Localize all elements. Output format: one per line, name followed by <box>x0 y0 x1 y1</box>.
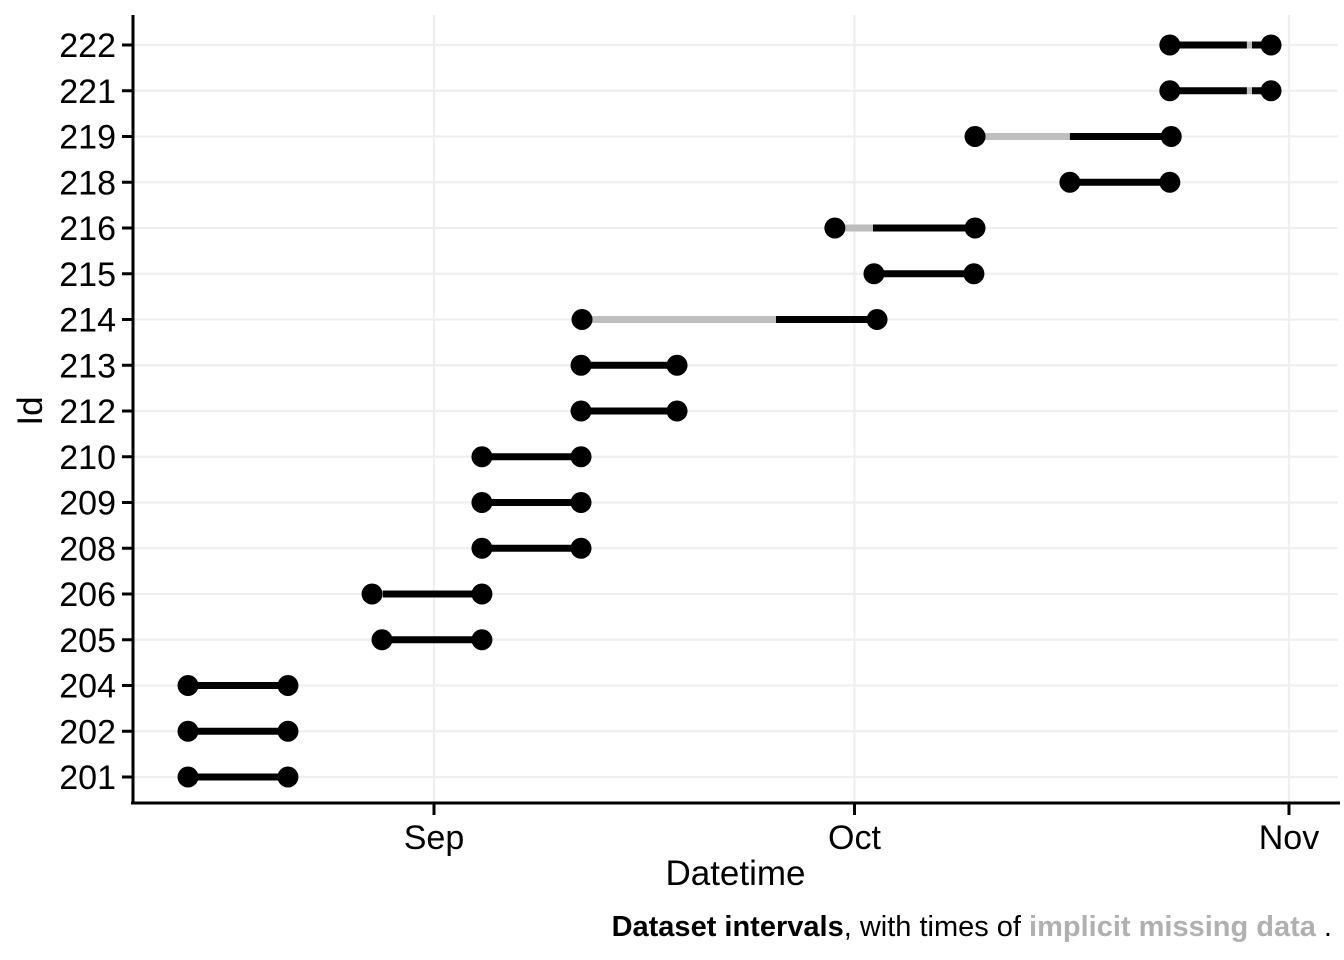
interval-endpoint-dot <box>666 400 688 422</box>
interval-endpoint-dot <box>1160 126 1182 147</box>
y-tick-label: 202 <box>59 713 116 751</box>
interval-endpoint-dot <box>371 629 393 651</box>
caption-missing-label: implicit missing data <box>1029 911 1316 943</box>
y-tick-label: 221 <box>59 73 116 111</box>
interval-endpoint-dot <box>570 492 592 513</box>
interval-endpoint-dot <box>964 126 986 147</box>
interval-endpoint-dot <box>824 217 846 239</box>
interval-endpoint-dot <box>866 309 888 330</box>
y-tick-label: 219 <box>59 119 116 157</box>
interval-endpoint-dot <box>666 354 688 376</box>
caption-middle: , with times of <box>843 911 1030 943</box>
y-axis-title: Id <box>11 396 50 426</box>
caption-suffix: . <box>1315 911 1332 943</box>
y-tick-label: 204 <box>59 668 116 706</box>
x-tick-label: Sep <box>404 819 465 857</box>
interval-endpoint-dot <box>1260 80 1282 102</box>
interval-endpoint-dot <box>471 537 493 559</box>
y-tick-label: 209 <box>59 485 116 523</box>
y-tick-label: 222 <box>59 27 116 65</box>
interval-endpoint-dot <box>277 766 299 788</box>
interval-endpoint-dot <box>471 583 493 605</box>
y-tick-label: 216 <box>59 210 116 248</box>
y-tick-label: 214 <box>59 302 116 340</box>
interval-endpoint-dot <box>963 263 985 285</box>
x-tick-label: Nov <box>1259 819 1319 857</box>
y-tick-label: 210 <box>59 439 116 477</box>
interval-endpoint-dot <box>277 675 299 696</box>
interval-endpoint-dot <box>964 217 986 239</box>
interval-endpoint-dot <box>570 400 592 422</box>
y-tick-label: 215 <box>59 256 116 294</box>
interval-endpoint-dot <box>1260 34 1282 56</box>
chart-caption: Dataset intervals, with times of implici… <box>612 911 1332 944</box>
interval-endpoint-dot <box>471 629 493 651</box>
interval-endpoint-dot <box>1059 171 1081 193</box>
interval-endpoint-dot <box>570 446 592 468</box>
interval-endpoint-dot <box>571 309 593 330</box>
interval-endpoint-dot <box>1159 80 1181 102</box>
y-tick-label: 205 <box>59 622 116 660</box>
interval-endpoint-dot <box>471 446 493 468</box>
interval-endpoint-dot <box>177 675 199 696</box>
interval-endpoint-dot <box>471 492 493 513</box>
interval-endpoint-dot <box>1159 34 1181 56</box>
interval-endpoint-dot <box>570 354 592 376</box>
interval-endpoint-dot <box>570 537 592 559</box>
y-tick-label: 206 <box>59 576 116 614</box>
x-tick-label: Oct <box>828 819 881 857</box>
interval-endpoint-dot <box>177 720 199 742</box>
interval-endpoint-dot <box>277 720 299 742</box>
interval-endpoint-dot <box>863 263 885 285</box>
x-axis-title: Datetime <box>665 854 806 893</box>
y-tick-label: 218 <box>59 164 116 202</box>
interval-endpoint-dot <box>177 766 199 788</box>
caption-title: Dataset intervals <box>611 911 844 943</box>
y-tick-label: 212 <box>59 393 116 431</box>
interval-endpoint-dot <box>361 583 383 605</box>
y-tick-label: 208 <box>59 530 116 568</box>
interval-endpoint-dot <box>1159 171 1181 193</box>
y-tick-label: 201 <box>59 759 116 797</box>
y-tick-label: 213 <box>59 347 116 385</box>
